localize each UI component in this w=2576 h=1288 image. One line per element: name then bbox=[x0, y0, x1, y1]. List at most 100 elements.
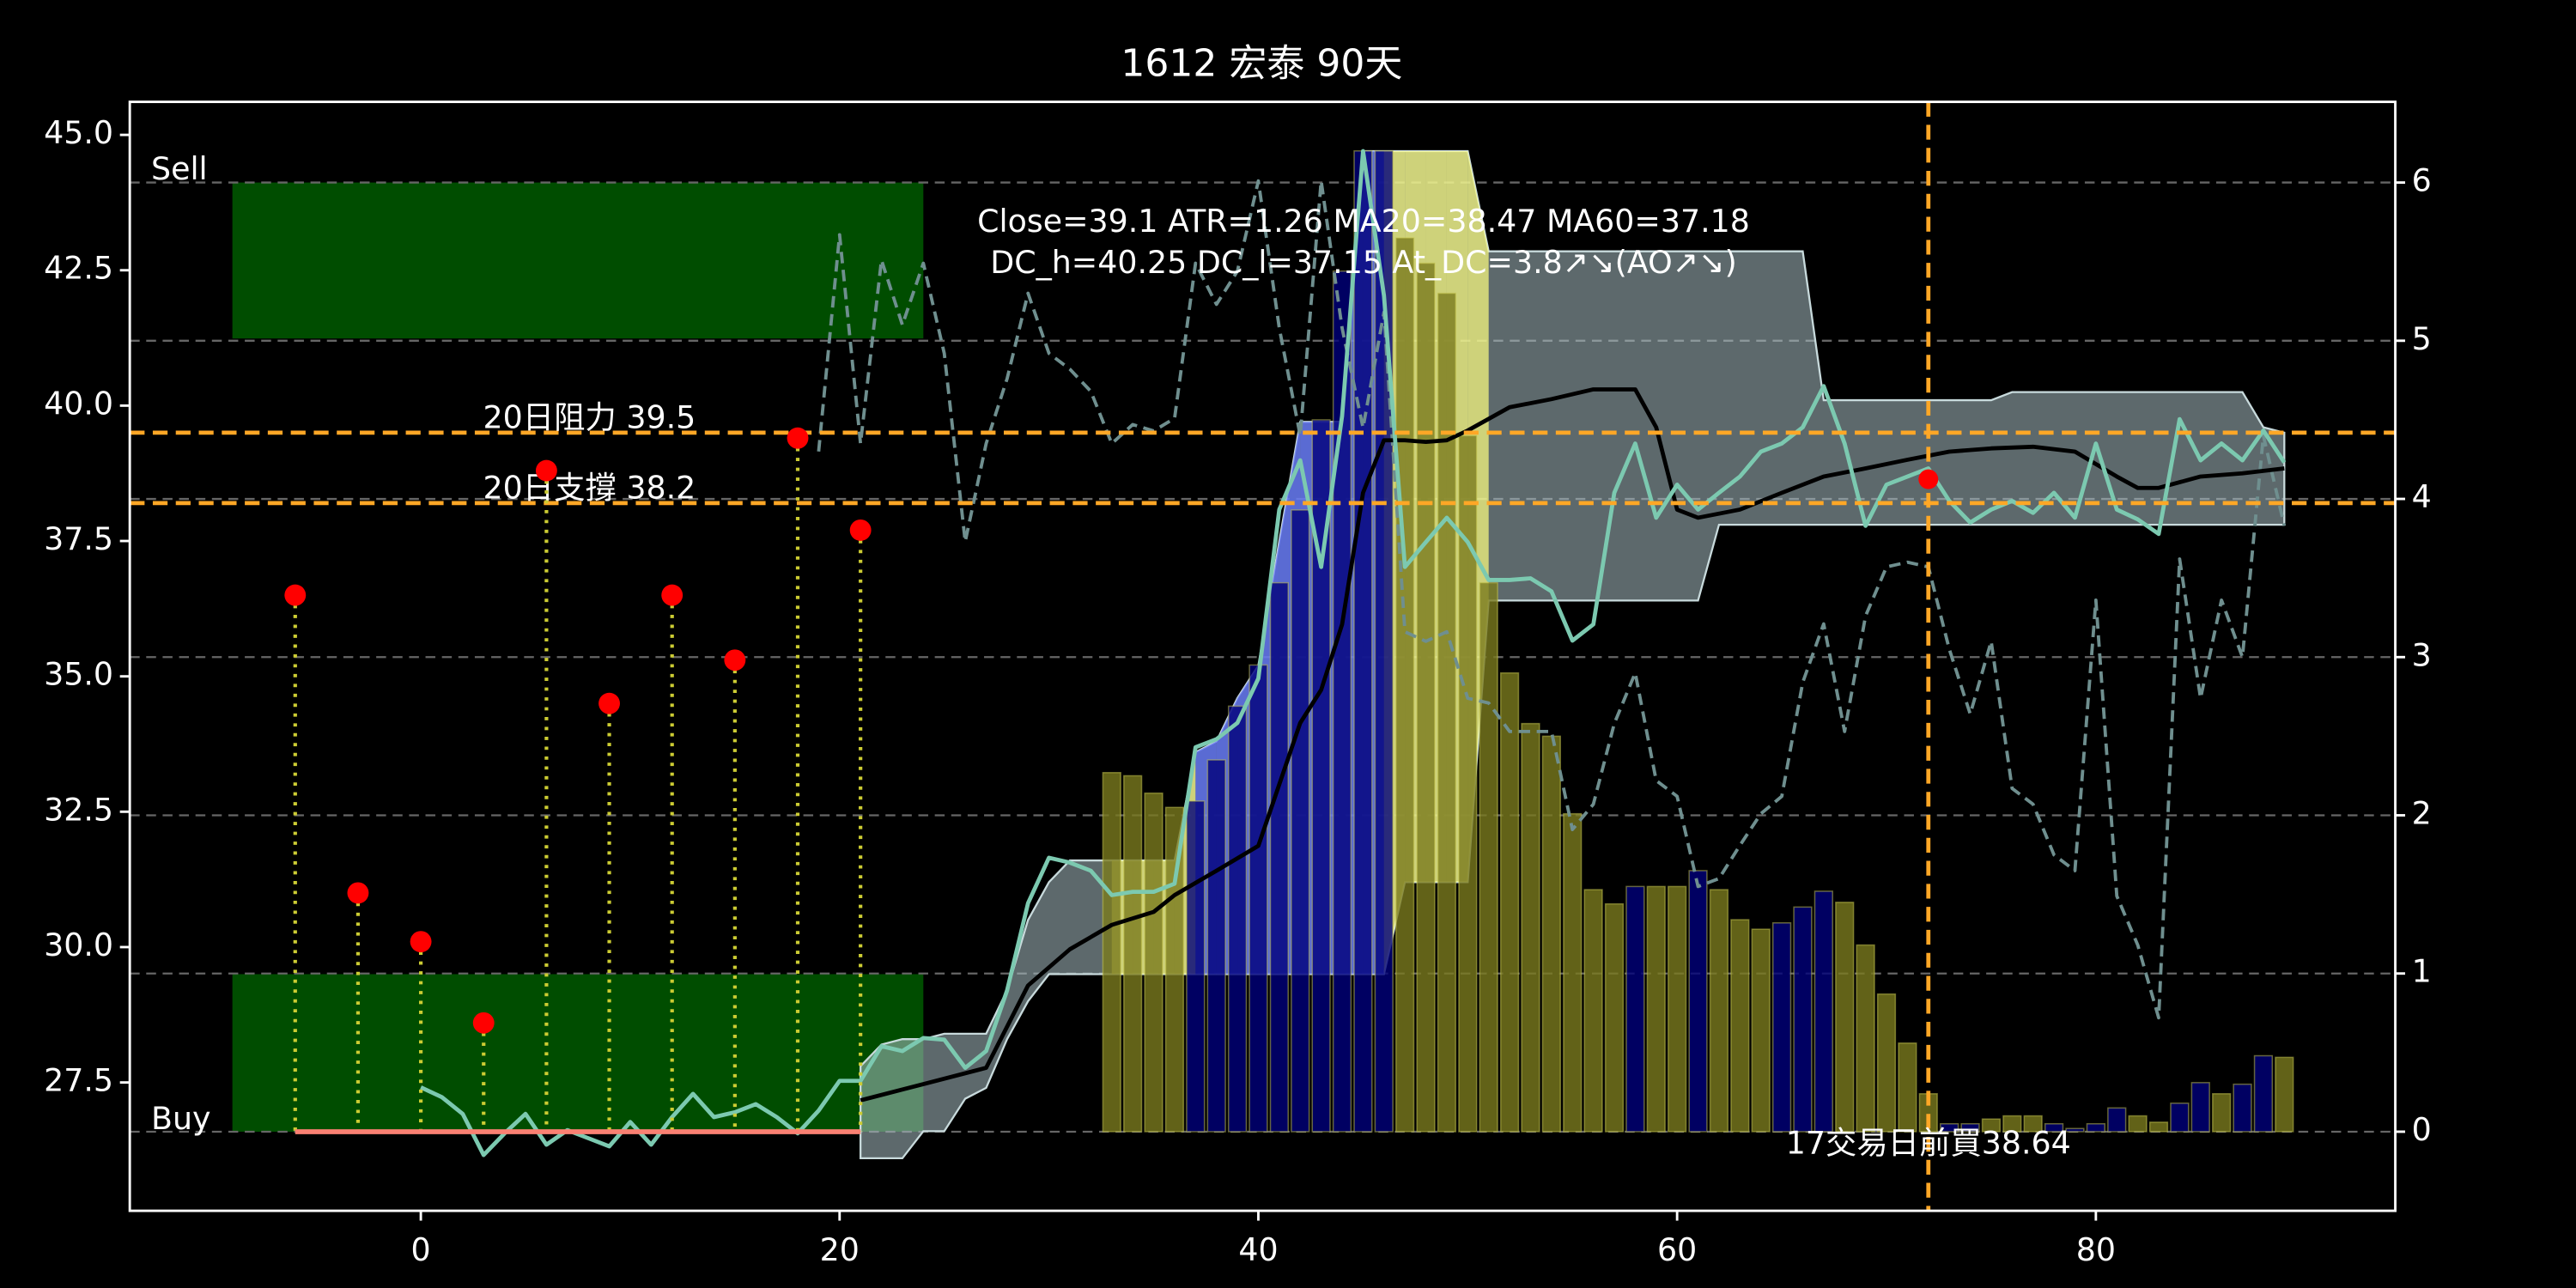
volume-bar bbox=[1981, 1118, 2002, 1133]
volume-bar bbox=[1793, 906, 1813, 1133]
volume-bar bbox=[1730, 919, 1750, 1133]
volume-bar bbox=[1751, 928, 1771, 1133]
signal-point bbox=[661, 584, 683, 606]
volume-bar bbox=[1604, 902, 1625, 1133]
annotation: DC_h=40.25 DC_l=37.15 At_DC=3.8↗↘(AO↗↘) bbox=[990, 244, 1737, 281]
volume-bar bbox=[2128, 1115, 2148, 1133]
volume-bar bbox=[2233, 1083, 2252, 1133]
y2-tick-label: 2 bbox=[2412, 795, 2432, 832]
volume-bar bbox=[2044, 1122, 2064, 1133]
marker-point bbox=[1918, 469, 1939, 489]
volume-bar bbox=[1227, 705, 1248, 1133]
volume-bar bbox=[2148, 1121, 2169, 1133]
y2-tick-label: 6 bbox=[2412, 162, 2432, 199]
series-line bbox=[817, 179, 2287, 1020]
signal-point bbox=[724, 649, 746, 671]
y-tick-label: 32.5 bbox=[44, 791, 113, 828]
zone bbox=[232, 182, 924, 339]
signal-point bbox=[284, 584, 307, 606]
volume-bar bbox=[1374, 149, 1394, 1133]
signal-point bbox=[410, 931, 432, 953]
volume-bar bbox=[1206, 759, 1226, 1133]
volume-bar bbox=[1395, 237, 1415, 1133]
volume-bar bbox=[1291, 509, 1310, 1133]
level-label: 20日阻力 39.5 bbox=[483, 399, 696, 436]
volume-bar bbox=[1771, 922, 1792, 1133]
level-label: 20日支撐 38.2 bbox=[483, 470, 696, 507]
y-tick-label: 35.0 bbox=[44, 656, 113, 693]
volume-bar bbox=[1416, 262, 1436, 1133]
volume-bar bbox=[1102, 771, 1121, 1133]
volume-bar bbox=[1353, 149, 1373, 1133]
y2-tick-label: 1 bbox=[2412, 953, 2432, 990]
volume-bar bbox=[1625, 885, 1645, 1133]
signal-point bbox=[787, 427, 809, 449]
volume-bar bbox=[2170, 1103, 2190, 1133]
volume-bar bbox=[1668, 885, 1687, 1133]
volume-bar bbox=[1688, 870, 1708, 1133]
volume-bar bbox=[1709, 889, 1729, 1133]
signal-point bbox=[598, 692, 620, 714]
volume-bar bbox=[2023, 1115, 2043, 1133]
series-line bbox=[420, 149, 2287, 1157]
volume-bar bbox=[1835, 902, 1855, 1133]
volume-bar bbox=[2107, 1107, 2127, 1133]
zone-label: Buy bbox=[151, 1100, 210, 1137]
series-line bbox=[860, 387, 2285, 1103]
volume-bar bbox=[1814, 890, 1833, 1133]
volume-bar bbox=[1960, 1122, 1980, 1133]
y2-tick-label: 3 bbox=[2412, 636, 2432, 673]
volume-bar bbox=[1332, 270, 1352, 1133]
volume-bar bbox=[1583, 889, 1603, 1133]
marker-label: 17交易日前買38.64 bbox=[1786, 1125, 2071, 1162]
x-tick-label: 80 bbox=[2076, 1231, 2116, 1268]
chart-title: 1612 宏泰 90天 bbox=[1121, 42, 1402, 86]
volume-bar bbox=[2002, 1115, 2022, 1133]
volume-bar bbox=[1269, 581, 1289, 1133]
signal-point bbox=[472, 1012, 495, 1034]
y-tick-label: 37.5 bbox=[44, 520, 113, 557]
volume-bar bbox=[2190, 1082, 2210, 1133]
volume-bar bbox=[1563, 812, 1583, 1133]
volume-bar bbox=[2212, 1092, 2232, 1133]
x-tick-label: 40 bbox=[1238, 1231, 1278, 1268]
y-tick-label: 27.5 bbox=[44, 1062, 113, 1099]
volume-bar bbox=[1541, 735, 1561, 1133]
volume-bar bbox=[1876, 993, 1897, 1133]
volume-bar bbox=[1123, 775, 1143, 1133]
volume-bar bbox=[1856, 944, 1875, 1133]
y2-tick-label: 4 bbox=[2412, 478, 2432, 515]
volume-bar bbox=[1437, 292, 1457, 1133]
x-tick-label: 0 bbox=[411, 1231, 431, 1268]
volume-bar bbox=[1521, 722, 1540, 1133]
x-tick-label: 20 bbox=[820, 1231, 860, 1268]
volume-bar bbox=[1479, 581, 1498, 1133]
volume-bar bbox=[1164, 806, 1185, 1133]
volume-bar bbox=[1898, 1042, 1917, 1133]
signal-point bbox=[347, 882, 369, 904]
signal-point bbox=[535, 459, 557, 482]
y2-tick-label: 0 bbox=[2412, 1111, 2432, 1148]
volume-bar bbox=[2065, 1127, 2085, 1133]
volume-bar bbox=[1144, 792, 1163, 1133]
zone-label: Sell bbox=[151, 150, 208, 187]
y-tick-label: 42.5 bbox=[44, 250, 113, 287]
volume-bar bbox=[2086, 1122, 2105, 1133]
volume-bar bbox=[1499, 671, 1520, 1133]
volume-bar bbox=[2253, 1054, 2274, 1133]
y-tick-label: 45.0 bbox=[44, 114, 113, 151]
x-tick-label: 60 bbox=[1657, 1231, 1697, 1268]
volume-bar bbox=[1311, 419, 1331, 1133]
signal-point bbox=[849, 519, 872, 541]
zone bbox=[232, 974, 924, 1133]
volume-bar bbox=[2275, 1056, 2294, 1133]
volume-bar bbox=[1249, 664, 1268, 1133]
y-tick-label: 30.0 bbox=[44, 927, 113, 963]
y2-tick-label: 5 bbox=[2412, 320, 2432, 357]
volume-bar bbox=[1186, 800, 1206, 1133]
annotation: Close=39.1 ATR=1.26 MA20=38.47 MA60=37.1… bbox=[977, 203, 1750, 240]
y-tick-label: 40.0 bbox=[44, 385, 113, 422]
volume-bar bbox=[1940, 1122, 1959, 1133]
